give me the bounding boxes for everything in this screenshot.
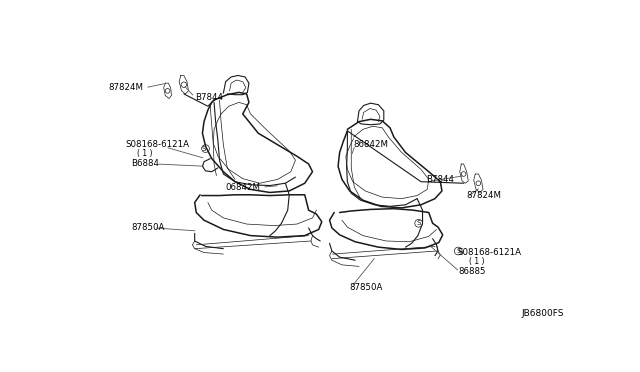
Text: S: S [417, 220, 421, 226]
Text: S08168-6121A: S08168-6121A [458, 248, 522, 257]
Text: ( 1 ): ( 1 ) [136, 150, 152, 158]
Text: 06842M: 06842M [225, 183, 260, 192]
Text: JB6800FS: JB6800FS [522, 309, 564, 318]
Text: S: S [202, 145, 206, 151]
Text: B7844: B7844 [426, 175, 454, 184]
Text: S: S [456, 248, 460, 254]
Text: B6884: B6884 [131, 160, 159, 169]
Text: 87824M: 87824M [109, 83, 143, 92]
Text: B7844: B7844 [195, 93, 223, 102]
Text: S08168-6121A: S08168-6121A [125, 140, 189, 149]
Text: 87850A: 87850A [131, 224, 164, 232]
Text: ( 1 ): ( 1 ) [469, 257, 484, 266]
Text: 87824M: 87824M [466, 191, 501, 200]
Text: 86885: 86885 [458, 266, 486, 276]
Text: 87850A: 87850A [349, 283, 383, 292]
Text: 86842M: 86842M [353, 140, 388, 149]
